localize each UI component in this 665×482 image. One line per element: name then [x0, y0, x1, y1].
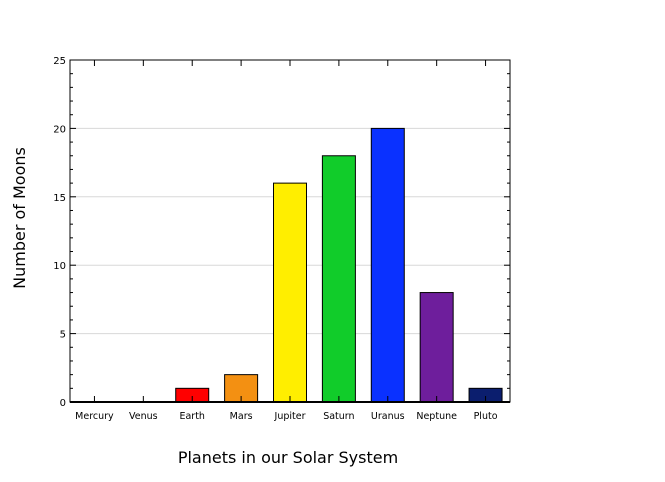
y-tick-label: 10	[53, 261, 66, 272]
y-tick-label: 20	[53, 124, 66, 135]
bar-uranus	[371, 128, 404, 402]
x-tick-label: Venus	[129, 411, 158, 422]
y-tick-labels: 0 5 10 15 20 25	[53, 56, 66, 409]
x-tick-label: Jupiter	[274, 411, 306, 422]
y-axis-title: Number of Moons	[10, 147, 29, 289]
x-tick-label: Neptune	[416, 411, 457, 422]
y-tick-label: 0	[60, 398, 66, 409]
x-tick-label: Pluto	[474, 411, 498, 422]
y-tick-label: 25	[53, 56, 66, 67]
x-tick-label: Uranus	[371, 411, 405, 422]
x-tick-label: Saturn	[323, 411, 354, 422]
x-tick-labels: Mercury Venus Earth Mars Jupiter Saturn Uranus…	[75, 411, 498, 422]
x-tick-label: Earth	[179, 411, 204, 422]
x-tick-label: Mars	[230, 411, 253, 422]
x-tick-label: Mercury	[75, 411, 114, 422]
bar-jupiter	[274, 183, 307, 402]
x-axis-title: Planets in our Solar System	[178, 448, 398, 467]
bar-neptune	[420, 293, 453, 402]
bar-saturn	[322, 156, 355, 402]
y-tick-label: 15	[53, 193, 66, 204]
y-tick-label: 5	[60, 330, 66, 341]
